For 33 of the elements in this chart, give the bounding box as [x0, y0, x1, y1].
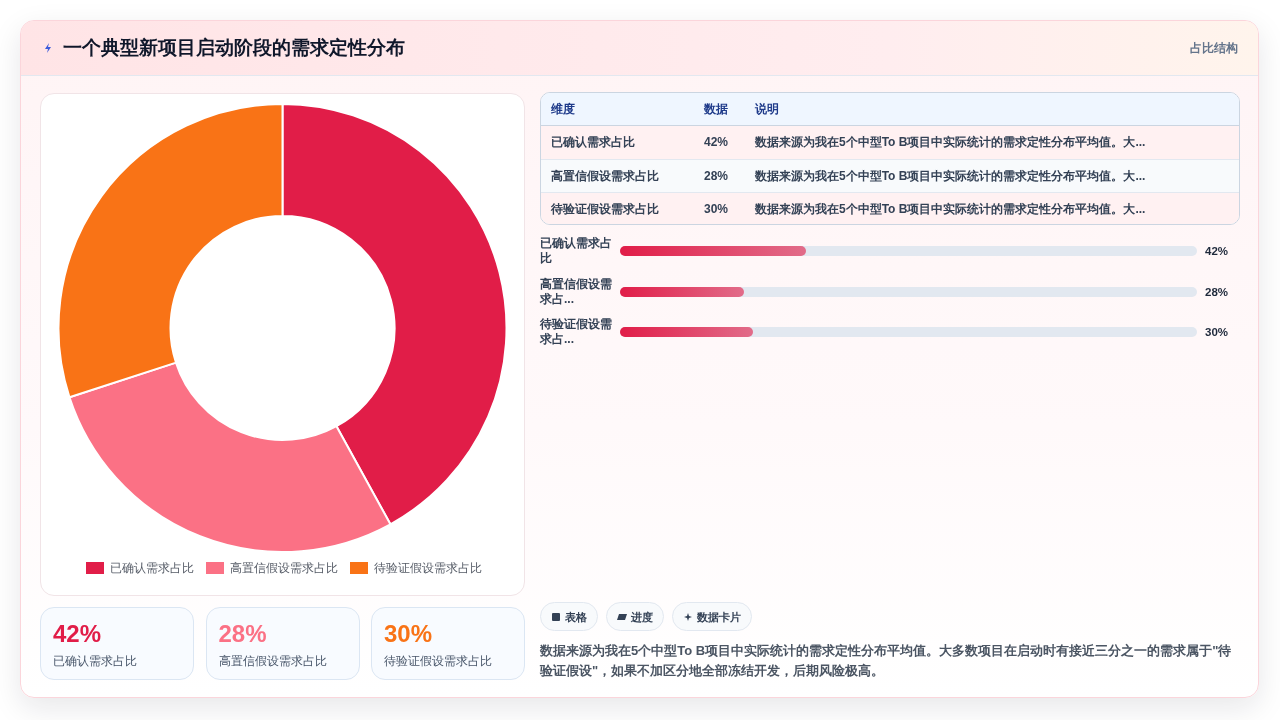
category-label: 已确认需求占比 — [551, 134, 635, 150]
text: 数据来源为我在5个中型To B项目中实际统计的需求定性分布平均值。大... — [755, 168, 1146, 184]
legend-label: 已确认需求占比 — [109, 560, 194, 576]
text: 维度 — [551, 101, 575, 117]
category-label: 待验证假设需求占比 — [551, 201, 659, 217]
text: 28% — [218, 620, 267, 647]
text: 28% — [704, 169, 729, 183]
data-label: 30% — [1205, 325, 1229, 340]
data-label: 28% — [1205, 284, 1229, 300]
y-tick-label: 高置信假设需求占... — [540, 276, 613, 307]
text: 数据来源为我在5个中型To B项目中实际统计的需求定性分布平均值。大多数项目在启动时有接近三分之一的需求属于"待验证假设"，如果不加区分地全部冻结开发，后期风险极高。 — [540, 642, 1233, 680]
y-tick-label: 待验证假设需求占... — [540, 317, 613, 347]
legend-label: 待验证假设需求占比 — [373, 560, 482, 576]
category-label: 进度 — [631, 609, 653, 624]
category-label: 高置信假设需求占比 — [218, 653, 327, 669]
category-label: 数据卡片 — [697, 609, 741, 624]
data-label: 42% — [1205, 244, 1229, 259]
text: 30% — [704, 202, 729, 216]
category-label: 高置信假设需求占比 — [551, 168, 659, 184]
text: 42% — [53, 620, 102, 647]
text: 30% — [384, 620, 433, 647]
text: 说明 — [755, 101, 779, 117]
category-label: 表格 — [565, 609, 587, 624]
text: 占比结构 — [1190, 40, 1238, 56]
text: 数据来源为我在5个中型To B项目中实际统计的需求定性分布平均值。大... — [755, 201, 1146, 217]
category-label: 已确认需求占比 — [53, 653, 137, 669]
legend-label: 高置信假设需求占比 — [229, 560, 338, 576]
y-tick-label: 已确认需求占比 — [540, 236, 613, 266]
text: 42% — [704, 135, 729, 149]
text: 数据来源为我在5个中型To B项目中实际统计的需求定性分布平均值。大... — [755, 134, 1146, 150]
category-label: 待验证假设需求占比 — [384, 653, 492, 669]
text: 数据 — [704, 101, 728, 117]
chart-title: 一个典型新项目启动阶段的需求定性分布 — [63, 36, 405, 60]
